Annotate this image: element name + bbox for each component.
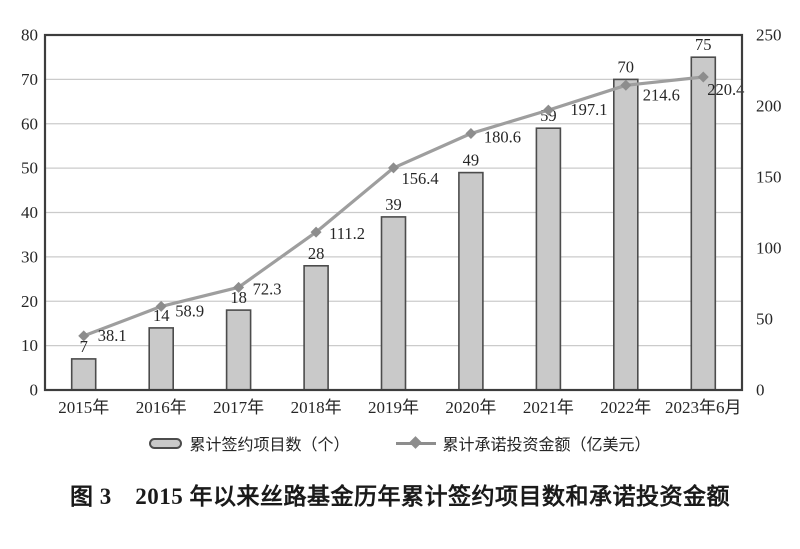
x-axis-label: 2018年 <box>291 398 342 417</box>
plot-frame <box>43 33 744 392</box>
bar-value-label: 18 <box>230 288 247 307</box>
diamond-marker-icon <box>465 128 477 140</box>
x-axis-label: 2022年 <box>600 398 651 417</box>
diamond-marker-icon <box>697 71 709 83</box>
line-value-label: 156.4 <box>402 169 439 188</box>
left-axis-tick: 60 <box>21 114 38 133</box>
diamond-marker-icon <box>233 281 245 293</box>
left-axis-tick: 70 <box>21 70 38 89</box>
line-value-label: 111.2 <box>329 224 365 243</box>
left-axis-tick: 30 <box>21 247 38 266</box>
right-axis-tick: 100 <box>756 239 782 258</box>
line-value-label: 220.4 <box>707 80 744 99</box>
legend-item-line: 累计承诺投资金额（亿美元） <box>395 431 651 455</box>
bar <box>148 327 174 391</box>
legend-item-bar: 累计签约项目数（个） <box>149 431 350 455</box>
x-axis-label: 2021年 <box>523 398 574 417</box>
right-axis-tick: 0 <box>756 381 765 400</box>
x-axis-label: 2020年 <box>445 398 496 417</box>
chart: 7 14 18 28 39 49 59 70 75 38.1 58.9 72.3 111.2 156.4 1… <box>21 26 782 418</box>
line-value-label: 58.9 <box>175 301 204 320</box>
diamond-marker-icon <box>78 330 90 342</box>
bar-legend-label: 累计签约项目数（个） <box>189 437 350 454</box>
left-axis-tick: 20 <box>21 292 38 311</box>
bar <box>225 309 252 391</box>
diamond-marker-icon <box>542 104 554 116</box>
line-value-label: 214.6 <box>643 85 680 104</box>
left-axis-tick: 10 <box>21 336 38 355</box>
bar <box>70 358 97 391</box>
x-axis-label: 2017年 <box>213 398 264 417</box>
bar <box>380 216 407 391</box>
right-axis-tick: 200 <box>756 97 782 116</box>
bar-value-label: 14 <box>153 306 170 325</box>
diamond-marker-icon <box>388 162 399 174</box>
x-axis-label: 2023年6月 <box>665 398 742 417</box>
x-axis-label: 2015年 <box>58 398 109 417</box>
line-legend-label: 累计承诺投资金额（亿美元） <box>442 437 651 454</box>
x-axis-label: 2016年 <box>136 398 187 417</box>
figure-caption: 图 3 2015 年以来丝路基金历年累计签约项目数和承诺投资金额 <box>70 484 730 509</box>
bar <box>612 78 639 391</box>
bar-value-label: 70 <box>618 57 635 76</box>
bar-value-label: 75 <box>695 35 712 54</box>
bar-value-label: 49 <box>463 151 480 170</box>
bar <box>535 127 562 391</box>
diamond-marker-icon <box>620 79 632 91</box>
right-axis-tick: 50 <box>756 310 773 329</box>
line-legend-marker-icon <box>395 436 436 449</box>
left-axis-tick: 50 <box>21 159 38 178</box>
bar <box>690 56 717 391</box>
line-value-label: 72.3 <box>253 279 282 298</box>
chart-legend: 累计签约项目数（个） 累计承诺投资金额（亿美元） <box>0 431 800 455</box>
line-value-label: 197.1 <box>570 100 607 119</box>
left-axis-tick: 0 <box>30 381 39 400</box>
bar-value-label: 28 <box>308 244 325 263</box>
bar-legend-swatch-icon <box>149 437 183 449</box>
left-axis-tick: 40 <box>21 203 38 222</box>
bar <box>303 264 329 391</box>
bar-value-label: 7 <box>80 337 88 356</box>
left-axis-tick: 80 <box>21 26 38 45</box>
x-axis-label: 2019年 <box>368 398 419 417</box>
diamond-marker-icon <box>310 226 322 238</box>
bar <box>458 171 484 391</box>
right-axis-tick: 250 <box>756 26 782 45</box>
diamond-marker-icon <box>155 300 167 312</box>
line-value-label: 180.6 <box>484 128 521 147</box>
bar-value-label: 39 <box>385 195 402 214</box>
right-axis-tick: 150 <box>756 168 782 187</box>
line-value-label: 38.1 <box>98 326 127 345</box>
